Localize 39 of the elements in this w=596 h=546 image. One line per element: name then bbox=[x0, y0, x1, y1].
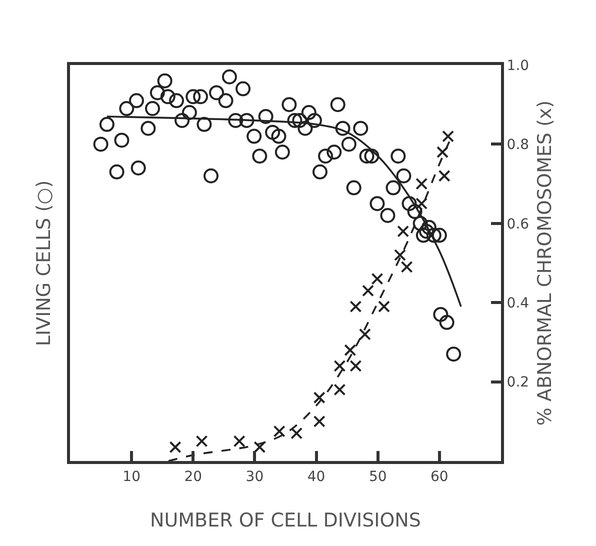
point bbox=[290, 427, 303, 440]
point bbox=[438, 170, 450, 182]
point bbox=[371, 272, 384, 285]
x-axis-title: NUMBER OF CELL DIVISIONS bbox=[150, 510, 421, 532]
point bbox=[334, 384, 346, 396]
point bbox=[442, 130, 454, 142]
point bbox=[196, 435, 208, 448]
y2-tick-label: 1.0 bbox=[506, 58, 530, 74]
point bbox=[313, 392, 326, 404]
point bbox=[358, 328, 371, 340]
x-tick-label: 20 bbox=[184, 468, 202, 485]
point bbox=[394, 249, 406, 262]
x-tick-label: 40 bbox=[307, 468, 326, 485]
point bbox=[416, 178, 428, 190]
x-tick-label: 30 bbox=[246, 468, 264, 485]
point bbox=[313, 415, 326, 428]
y2-tick-label: 0.8 bbox=[506, 137, 530, 154]
x-tick-label: 60 bbox=[430, 468, 448, 485]
point bbox=[400, 260, 413, 273]
point bbox=[350, 360, 362, 372]
point bbox=[397, 225, 410, 238]
point bbox=[350, 300, 362, 313]
x-tick-label: 50 bbox=[368, 468, 387, 485]
x-tick-label: 10 bbox=[122, 468, 140, 485]
point bbox=[169, 441, 182, 454]
y-axis-title: LIVING CELLS (○) bbox=[33, 180, 56, 346]
point bbox=[344, 344, 356, 356]
point bbox=[416, 198, 428, 210]
point bbox=[362, 284, 374, 297]
point bbox=[436, 146, 449, 158]
y2-tick-label: 0.4 bbox=[506, 296, 530, 312]
point bbox=[334, 360, 346, 372]
y2-axis-title: % ABNORMAL CHROMOSOMES (x) bbox=[534, 100, 556, 426]
y2-tick-label: 0.6 bbox=[506, 216, 530, 232]
point bbox=[273, 425, 286, 438]
point bbox=[254, 441, 266, 454]
point bbox=[378, 300, 390, 313]
point bbox=[233, 435, 246, 448]
y2-tick-label: 0.2 bbox=[506, 374, 530, 391]
